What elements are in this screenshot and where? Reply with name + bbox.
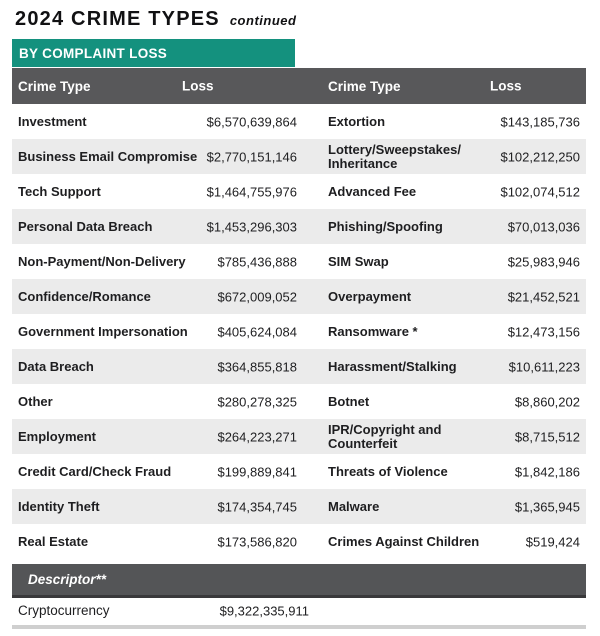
loss-cell: $70,013,036 — [507, 219, 580, 234]
crime-type-cell: Crimes Against Children — [328, 533, 480, 549]
loss-cell: $8,715,512 — [514, 429, 580, 444]
loss-cell: $173,586,820 — [217, 534, 297, 549]
loss-cell: $8,860,202 — [514, 394, 580, 409]
loss-cell: $1,842,186 — [514, 464, 580, 479]
crime-type-cell: Cryptocurrency — [18, 603, 110, 618]
crime-type-cell: Personal Data Breach — [18, 218, 153, 234]
complaint-loss-table: Crime Type Loss Crime Type Loss Investme… — [12, 68, 586, 629]
page-title-continued: continued — [229, 13, 297, 28]
table-row: Tech Support $1,464,755,976 Advanced Fee $… — [12, 174, 586, 209]
loss-cell: $1,453,296,303 — [206, 219, 297, 234]
loss-cell: $25,983,946 — [507, 254, 580, 269]
header-crime-type-left: Crime Type — [18, 78, 91, 94]
crime-type-cell: Employment — [18, 428, 97, 444]
loss-cell: $405,624,084 — [217, 324, 297, 339]
loss-cell: $9,322,335,911 — [219, 603, 309, 619]
table-row: Other $280,278,325 Botnet $8,860,202 — [12, 384, 586, 419]
cutoff-next-section-bar — [12, 625, 586, 629]
loss-cell: $102,074,512 — [500, 184, 580, 199]
loss-cell: $102,212,250 — [500, 149, 580, 164]
table-row: Credit Card/Check Fraud $199,889,841 Thre… — [12, 454, 586, 489]
crime-type-cell: Phishing/Spoofing — [328, 218, 443, 234]
header-loss-right: Loss — [490, 78, 522, 94]
crime-type-cell: Harassment/Stalking — [328, 358, 457, 374]
loss-cell: $519,424 — [525, 534, 580, 549]
loss-cell: $364,855,818 — [217, 359, 297, 374]
table-row: Real Estate $173,586,820 Crimes Against C… — [12, 524, 586, 559]
table-header-row: Crime Type Loss Crime Type Loss — [12, 68, 586, 104]
descriptor-row-cryptocurrency: Cryptocurrency $9,322,335,911 — [12, 598, 586, 624]
header-crime-type-right: Crime Type — [328, 78, 401, 94]
descriptor-banner: Descriptor** — [12, 564, 586, 598]
crime-type-cell: Extortion — [328, 113, 386, 129]
table-row: Investment $6,570,639,864 Extortion $143,1… — [12, 104, 586, 139]
table-row: Business Email Compromise $2,770,151,146 … — [12, 139, 586, 174]
crime-type-cell: Threats of Violence — [328, 463, 448, 479]
loss-cell: $21,452,521 — [507, 289, 580, 304]
table-row: Identity Theft $174,354,745 Malware $1,365… — [12, 489, 586, 524]
loss-cell: $1,464,755,976 — [206, 184, 297, 199]
crime-type-cell: IPR/Copyright and Counterfeit — [328, 421, 442, 451]
section-banner-by-complaint-loss: BY COMPLAINT LOSS — [12, 39, 295, 67]
table-row: Non-Payment/Non-Delivery $785,436,888 SIM… — [12, 244, 586, 279]
crime-type-cell: Identity Theft — [18, 498, 100, 514]
crime-type-cell: Ransomware * — [328, 323, 418, 339]
loss-cell: $785,436,888 — [217, 254, 297, 269]
loss-cell: $174,354,745 — [217, 499, 297, 514]
table-row: Confidence/Romance $672,009,052 Overpayme… — [12, 279, 586, 314]
loss-cell: $199,889,841 — [217, 464, 297, 479]
crime-type-cell: Investment — [18, 113, 87, 129]
crime-type-cell: Non-Payment/Non-Delivery — [18, 253, 186, 269]
crime-type-cell: Government Impersonation — [18, 323, 188, 339]
crime-type-cell: Confidence/Romance — [18, 288, 151, 304]
header-right-half: Crime Type Loss — [300, 68, 586, 104]
loss-cell: $143,185,736 — [500, 114, 580, 129]
crime-type-cell: SIM Swap — [328, 253, 389, 269]
crime-type-cell: Advanced Fee — [328, 183, 417, 199]
crime-type-cell: Malware — [328, 498, 380, 514]
loss-cell: $672,009,052 — [217, 289, 297, 304]
crime-type-cell: Business Email Compromise — [18, 148, 198, 164]
crime-type-cell: Botnet — [328, 393, 370, 409]
loss-cell: $12,473,156 — [507, 324, 580, 339]
table-row: Government Impersonation $405,624,084 Ran… — [12, 314, 586, 349]
crime-type-cell: Overpayment — [328, 288, 412, 304]
table-row: Data Breach $364,855,818 Harassment/Stalk… — [12, 349, 586, 384]
loss-cell: $280,278,325 — [217, 394, 297, 409]
header-left-half: Crime Type Loss — [12, 68, 300, 104]
loss-cell: $10,611,223 — [508, 359, 580, 374]
page-title: 2024 CRIME TYPES continued — [15, 8, 600, 32]
loss-cell: $6,570,639,864 — [206, 114, 297, 129]
table-row: Personal Data Breach $1,453,296,303 Phish… — [12, 209, 586, 244]
table-body: Investment $6,570,639,864 Extortion $143,1… — [12, 104, 586, 559]
crime-type-cell: Tech Support — [18, 183, 101, 199]
loss-cell: $2,770,151,146 — [206, 149, 297, 164]
crime-type-cell: Other — [18, 393, 53, 409]
loss-cell: $264,223,271 — [217, 429, 297, 444]
page-title-text: 2024 CRIME TYPES — [15, 8, 220, 30]
header-loss-left: Loss — [182, 78, 214, 94]
crime-type-cell: Lottery/Sweepstakes/ Inheritance — [328, 141, 461, 171]
crime-type-cell: Real Estate — [18, 533, 89, 549]
crime-type-cell: Credit Card/Check Fraud — [18, 463, 172, 479]
table-row: Employment $264,223,271 IPR/Copyright and… — [12, 419, 586, 454]
loss-cell: $1,365,945 — [514, 499, 580, 514]
crime-type-cell: Data Breach — [18, 358, 94, 374]
